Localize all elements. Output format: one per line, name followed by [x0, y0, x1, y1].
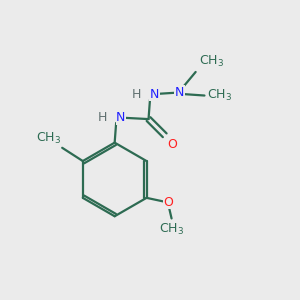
Text: CH$_3$: CH$_3$	[207, 88, 232, 103]
Text: N: N	[175, 86, 184, 99]
Text: H: H	[132, 88, 141, 100]
Text: O: O	[168, 138, 178, 151]
Text: H: H	[98, 111, 107, 124]
Text: CH$_3$: CH$_3$	[36, 131, 61, 146]
Text: N: N	[116, 111, 125, 124]
Text: O: O	[164, 196, 174, 209]
Text: N: N	[150, 88, 159, 100]
Text: CH$_3$: CH$_3$	[199, 54, 224, 69]
Text: CH$_3$: CH$_3$	[159, 221, 184, 236]
